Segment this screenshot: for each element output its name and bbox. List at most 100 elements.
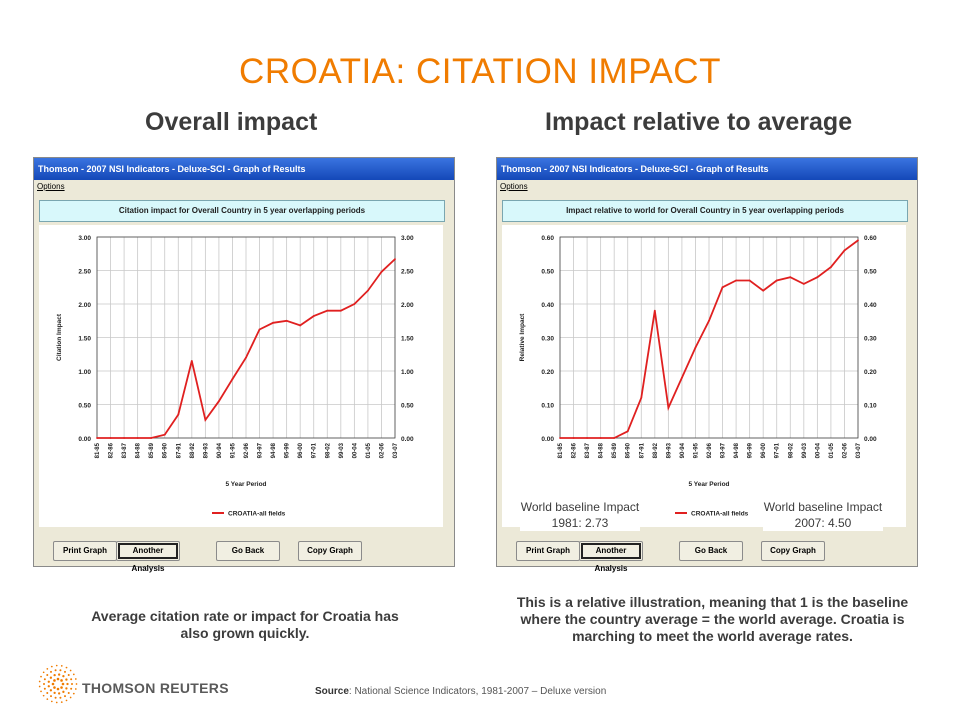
- x-tick-label: 93-97: [258, 442, 264, 458]
- logo-dot: [69, 696, 72, 699]
- logo-dot: [74, 678, 77, 680]
- logo-dot: [42, 694, 45, 697]
- logo-dot: [46, 698, 49, 700]
- data-point: [857, 239, 859, 242]
- another-analysis-button[interactable]: Another Analysis: [116, 541, 180, 573]
- data-point: [109, 437, 112, 439]
- data-point: [136, 437, 139, 439]
- slide-title: CROATIA: CITATION IMPACT: [239, 52, 721, 91]
- y-tick-label-right: 1.50: [401, 336, 414, 343]
- relative-impact-window: Thomson - 2007 NSI Indicators - Deluxe-S…: [496, 157, 918, 573]
- data-point: [762, 289, 765, 292]
- logo-dot: [43, 683, 45, 685]
- x-tick-label: 86-90: [626, 442, 632, 458]
- y-tick-label: 0.40: [541, 302, 554, 309]
- baseline-2007-note: World baseline Impact 2007: 4.50: [763, 499, 883, 531]
- x-tick-label: 97-01: [775, 442, 781, 458]
- logo-dot: [54, 696, 57, 699]
- y-tick-label-right: 0.00: [401, 436, 414, 443]
- x-tick-label: 81-85: [558, 442, 564, 458]
- data-point: [353, 303, 356, 305]
- x-tick-label: 91-95: [693, 442, 699, 458]
- logo-dot: [49, 689, 53, 692]
- options-menu[interactable]: Options: [500, 182, 528, 191]
- copy-graph-button[interactable]: Copy Graph: [761, 541, 825, 561]
- logo-dot: [50, 700, 53, 703]
- logo-dot: [50, 670, 52, 673]
- y-tick-label: 2.00: [78, 302, 91, 309]
- right-heading: Impact relative to average: [545, 108, 853, 136]
- data-point: [802, 283, 805, 285]
- plot-frame: [96, 236, 396, 439]
- logo-dot: [54, 669, 57, 672]
- x-tick-label: 86-90: [163, 442, 169, 458]
- logo-dot: [46, 691, 49, 694]
- logo-dot: [53, 679, 56, 682]
- logo-dot: [69, 669, 72, 672]
- x-tick-label: 01-05: [829, 442, 835, 458]
- logo-dot: [72, 692, 75, 695]
- x-tick-label: 82-86: [109, 442, 115, 458]
- go-back-button[interactable]: Go Back: [216, 541, 280, 561]
- x-tick-label: 96-00: [761, 442, 767, 458]
- x-tick-label: 02-06: [379, 442, 385, 458]
- x-tick-label: 01-05: [366, 442, 372, 458]
- print-graph-button[interactable]: Print Graph: [53, 541, 117, 561]
- go-back-button[interactable]: Go Back: [679, 541, 743, 561]
- x-tick-label: 00-04: [352, 442, 358, 458]
- x-tick-label: 03-07: [856, 442, 862, 458]
- x-tick-label: 95-99: [748, 442, 754, 458]
- logo-dot: [46, 668, 49, 670]
- data-point: [694, 346, 697, 349]
- baseline-1981-note: World baseline Impact 1981: 2.73: [520, 499, 640, 531]
- y-tick-label: 0.50: [541, 269, 554, 276]
- y-axis-label: Citation Impact: [56, 313, 63, 361]
- data-point: [735, 279, 737, 282]
- x-tick-label: 87-91: [639, 442, 645, 458]
- logo-dot: [72, 673, 75, 676]
- data-point: [245, 356, 247, 359]
- x-tick-label: 89-93: [666, 442, 672, 458]
- x-tick-label: 95-99: [285, 442, 291, 458]
- y-tick-label-right: 0.00: [864, 436, 877, 443]
- data-point: [572, 437, 575, 439]
- data-point: [667, 406, 670, 409]
- options-menu[interactable]: Options: [37, 182, 65, 191]
- print-graph-button[interactable]: Print Graph: [516, 541, 580, 561]
- window-menubar: Options: [497, 180, 917, 194]
- source-text: : National Science Indicators, 1981-2007…: [348, 686, 607, 697]
- data-point: [204, 419, 207, 421]
- x-tick-label: 97-01: [312, 442, 318, 458]
- x-axis-label: 5 Year Period: [225, 481, 266, 488]
- logo-dot: [55, 664, 58, 667]
- y-tick-label: 0.00: [541, 436, 554, 443]
- data-point: [721, 286, 724, 289]
- logo-dot: [60, 679, 63, 682]
- logo-dot: [38, 680, 41, 683]
- data-point: [789, 276, 792, 279]
- data-point: [177, 413, 180, 416]
- x-tick-label: 82-86: [572, 442, 578, 458]
- y-tick-label: 0.00: [78, 436, 91, 443]
- source-note: Source: National Science Indicators, 198…: [315, 686, 606, 697]
- y-tick-label: 1.00: [78, 369, 91, 376]
- another-analysis-button[interactable]: Another Analysis: [579, 541, 643, 573]
- y-tick-label: 0.60: [541, 235, 554, 242]
- logo-dot: [70, 678, 73, 681]
- data-point: [653, 309, 656, 312]
- logo-dot: [67, 691, 70, 694]
- logo-dot: [56, 687, 60, 691]
- chart-title-banner: Citation impact for Overall Country in 5…: [39, 200, 445, 222]
- logo-dot: [62, 690, 65, 693]
- data-point: [96, 437, 98, 439]
- x-tick-label: 00-04: [815, 442, 821, 458]
- y-tick-label: 0.10: [541, 403, 554, 410]
- logo-dot: [40, 690, 42, 693]
- x-tick-label: 84-88: [136, 442, 142, 458]
- logo-dot: [64, 695, 66, 698]
- data-point: [708, 319, 710, 322]
- copy-graph-button[interactable]: Copy Graph: [298, 541, 362, 561]
- data-point: [190, 360, 193, 362]
- data-point: [681, 376, 683, 379]
- x-tick-label: 91-95: [230, 442, 236, 458]
